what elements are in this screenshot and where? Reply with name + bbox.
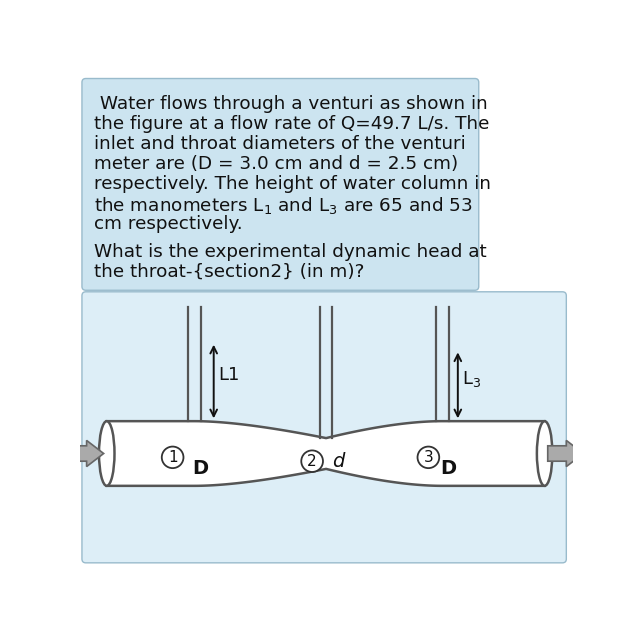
Text: D: D <box>192 459 208 478</box>
Ellipse shape <box>99 421 115 486</box>
FancyBboxPatch shape <box>82 79 479 290</box>
Text: inlet and throat diameters of the venturi: inlet and throat diameters of the ventur… <box>94 135 465 153</box>
Circle shape <box>162 446 183 468</box>
Text: meter are (D = 3.0 cm and d = 2.5 cm): meter are (D = 3.0 cm and d = 2.5 cm) <box>94 155 458 173</box>
Text: the throat-{section2} (in m)?: the throat-{section2} (in m)? <box>94 262 364 281</box>
Text: respectively. The height of water column in: respectively. The height of water column… <box>94 175 490 193</box>
FancyArrow shape <box>548 441 583 467</box>
FancyBboxPatch shape <box>82 292 566 563</box>
Ellipse shape <box>537 421 552 486</box>
Circle shape <box>301 450 323 472</box>
Text: cm respectively.: cm respectively. <box>94 215 242 233</box>
Text: 2: 2 <box>307 453 317 469</box>
Text: the figure at a flow rate of Q=49.7 L/s. The: the figure at a flow rate of Q=49.7 L/s.… <box>94 115 489 133</box>
Text: 1: 1 <box>168 450 178 465</box>
FancyArrow shape <box>66 441 104 467</box>
Text: L$_3$: L$_3$ <box>462 369 482 389</box>
Text: the manometers L$_1$ and L$_3$ are 65 and 53: the manometers L$_1$ and L$_3$ are 65 an… <box>94 195 472 216</box>
Polygon shape <box>107 421 545 486</box>
Text: Water flows through a venturi as shown in: Water flows through a venturi as shown i… <box>94 95 487 112</box>
Text: What is the experimental dynamic head at: What is the experimental dynamic head at <box>94 243 486 260</box>
Text: D: D <box>440 459 457 478</box>
Circle shape <box>417 446 440 468</box>
Text: L1: L1 <box>218 366 240 384</box>
Text: 3: 3 <box>424 450 433 465</box>
Text: d: d <box>333 451 345 471</box>
